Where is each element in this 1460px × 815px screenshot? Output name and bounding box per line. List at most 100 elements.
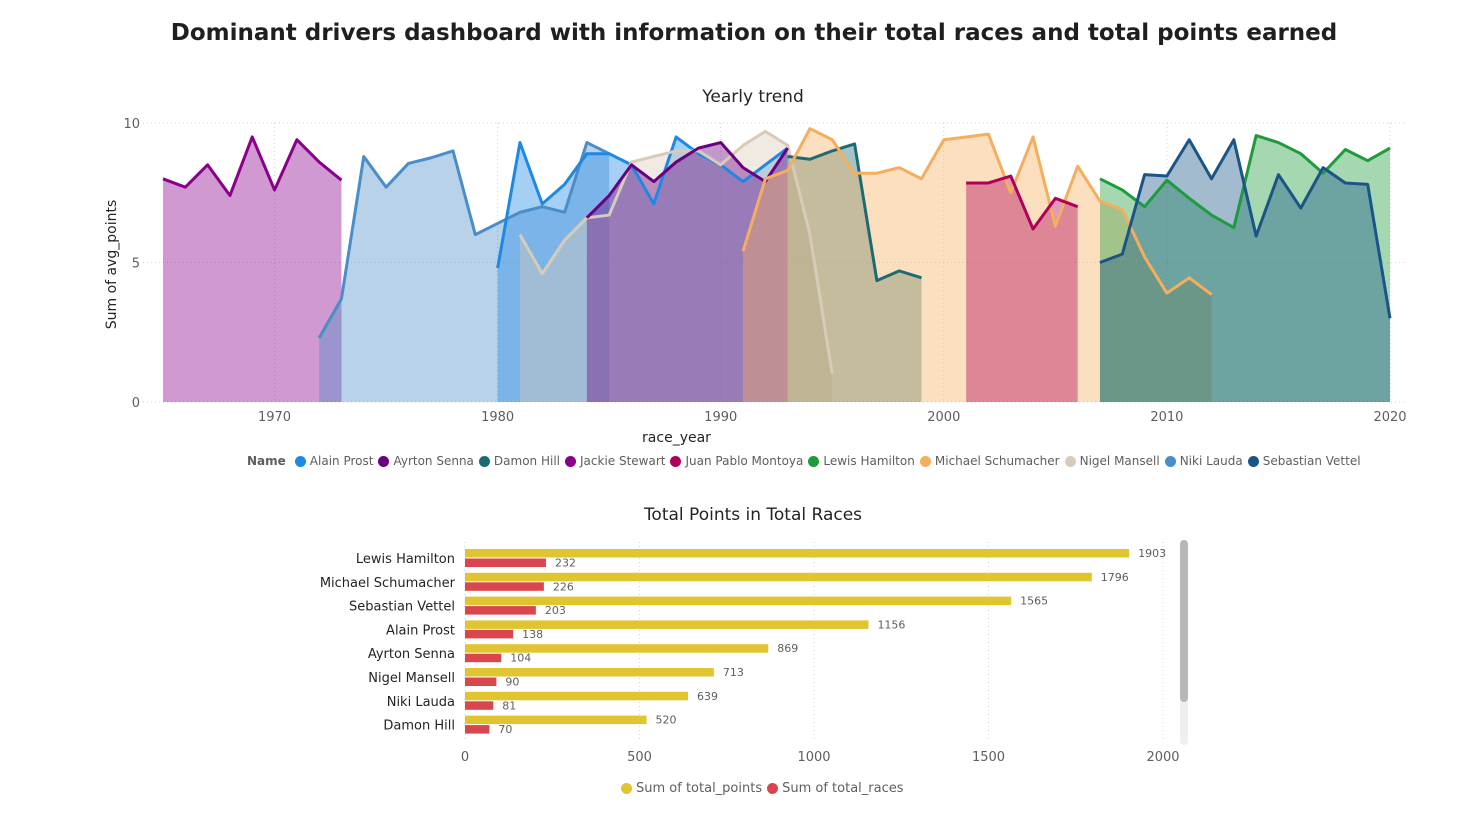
- area-chart-title: Yearly trend: [702, 87, 804, 107]
- area-chart[interactable]: 0 5 10 1970 1980 1990 2000 2010 2020 race_year Sum…: [0, 0, 1460, 450]
- bar-sum-of-total-points-michael-schumacher[interactable]: [465, 572, 1092, 582]
- area-chart-legend[interactable]: Name Alain Prost Ayrton Senna Damon Hill Ja…: [247, 454, 1366, 468]
- area-niki-lauda: [319, 142, 610, 402]
- legend-item-nigel-mansell[interactable]: Nigel Mansell: [1064, 454, 1160, 468]
- legend-label: Ayrton Senna: [393, 454, 474, 468]
- legend-item-niki-lauda[interactable]: Niki Lauda: [1164, 454, 1243, 468]
- data-label: 520: [655, 714, 676, 727]
- legend-label: Juan Pablo Montoya: [685, 454, 804, 468]
- bar-sum-of-total-races-alain-prost[interactable]: [465, 629, 514, 639]
- legend-item-sebastian-vettel[interactable]: Sebastian Vettel: [1247, 454, 1361, 468]
- legend-dot: [1064, 455, 1076, 467]
- bar-chart-title: Total Points in Total Races: [643, 505, 863, 525]
- x-tick-label: 2000: [927, 410, 960, 425]
- bar-chart-scrollbar[interactable]: [1180, 540, 1188, 745]
- legend-item-michael-schumacher[interactable]: Michael Schumacher: [919, 454, 1060, 468]
- data-label: 138: [522, 628, 543, 641]
- area-lewis-hamilton: [1099, 135, 1390, 402]
- line-ayrton-senna[interactable]: [585, 141, 789, 219]
- category-label: Alain Prost: [386, 623, 455, 638]
- bar-chart[interactable]: 0 500 1000 1500 2000 Lewis Hamilton 1903 232 Mic…: [0, 525, 1460, 815]
- x-tick-label: 500: [627, 750, 652, 765]
- legend-dot: [767, 783, 779, 794]
- bar-sum-of-total-races-niki-lauda[interactable]: [465, 701, 494, 710]
- bar-sum-of-total-points-nigel-mansell[interactable]: [465, 668, 714, 677]
- y-tick-label: 10: [123, 117, 140, 132]
- data-label: 203: [545, 604, 566, 617]
- bar-sum-of-total-races-damon-hill[interactable]: [465, 725, 490, 734]
- legend-dot: [919, 455, 931, 467]
- line-alain-prost[interactable]: [496, 135, 789, 269]
- data-label: 1796: [1101, 571, 1129, 584]
- area-juan-pablo-montoya: [966, 176, 1078, 402]
- bar-sum-of-total-points-niki-lauda[interactable]: [465, 691, 689, 701]
- legend-item-damon-hill[interactable]: Damon Hill: [478, 454, 560, 468]
- data-label: 713: [723, 666, 744, 679]
- line-juan-pablo-montoya[interactable]: [966, 174, 1079, 231]
- category-label: Ayrton Senna: [368, 647, 455, 662]
- legend-label: Sum of total_races: [782, 781, 904, 796]
- legend-label: Nigel Mansell: [1079, 454, 1160, 468]
- line-niki-lauda[interactable]: [317, 141, 610, 339]
- x-axis-title: race_year: [642, 430, 711, 446]
- legend-dot: [1247, 455, 1259, 467]
- x-tick-label: 2000: [1146, 750, 1179, 765]
- area-nigel-mansell: [519, 131, 833, 402]
- data-label: 1156: [877, 618, 905, 631]
- data-label: 81: [502, 699, 516, 712]
- bar-sum-of-total-races-sebastian-vettel[interactable]: [465, 606, 536, 615]
- legend-label: Sebastian Vettel: [1262, 454, 1361, 468]
- area-jackie-stewart: [163, 136, 342, 402]
- legend-label: Jackie Stewart: [580, 454, 666, 468]
- line-damon-hill[interactable]: [787, 142, 922, 283]
- data-label: 70: [498, 723, 512, 736]
- legend-item-lewis-hamilton[interactable]: Lewis Hamilton: [808, 454, 915, 468]
- bar-sum-of-total-points-sebastian-vettel[interactable]: [465, 596, 1012, 606]
- y-tick-label: 0: [132, 396, 140, 411]
- legend-item-ayrton-senna[interactable]: Ayrton Senna: [378, 454, 474, 468]
- bar-sum-of-total-points-damon-hill[interactable]: [465, 715, 647, 725]
- x-tick-label: 2020: [1373, 410, 1406, 425]
- x-tick-label: 1980: [481, 410, 514, 425]
- legend-item-sum-of-total-races[interactable]: Sum of total_races: [767, 781, 904, 796]
- legend-dot: [1164, 455, 1176, 467]
- bar-sum-of-total-points-ayrton-senna[interactable]: [465, 644, 769, 653]
- legend-item-sum-of-total-points[interactable]: Sum of total_points: [621, 781, 762, 796]
- bar-sum-of-total-races-michael-schumacher[interactable]: [465, 582, 544, 591]
- x-tick-label: 0: [461, 750, 469, 765]
- legend-label: Lewis Hamilton: [823, 454, 915, 468]
- x-tick-label: 1970: [258, 410, 291, 425]
- category-label: Niki Lauda: [387, 695, 455, 710]
- x-tick-label: 2010: [1150, 410, 1183, 425]
- legend-label: Damon Hill: [493, 454, 560, 468]
- category-label: Lewis Hamilton: [356, 552, 455, 567]
- bar-sum-of-total-races-lewis-hamilton[interactable]: [465, 558, 546, 568]
- scrollbar-thumb[interactable]: [1180, 540, 1188, 702]
- legend-dot: [670, 455, 682, 467]
- x-tick-label: 1500: [972, 750, 1005, 765]
- line-nigel-mansell[interactable]: [518, 129, 834, 375]
- bar-sum-of-total-points-alain-prost[interactable]: [465, 620, 869, 629]
- area-sebastian-vettel: [1099, 139, 1390, 403]
- bar-chart-legend[interactable]: Sum of total_points Sum of total_races: [621, 781, 909, 796]
- area-alain-prost: [497, 136, 788, 402]
- bar-sum-of-total-races-ayrton-senna[interactable]: [465, 653, 502, 663]
- legend-item-jackie-stewart[interactable]: Jackie Stewart: [565, 454, 665, 468]
- line-sebastian-vettel[interactable]: [1099, 138, 1392, 319]
- bar-sum-of-total-races-nigel-mansell[interactable]: [465, 677, 497, 687]
- category-label: Nigel Mansell: [368, 671, 455, 686]
- area-ayrton-senna: [586, 142, 788, 402]
- area-damon-hill: [787, 143, 922, 403]
- bar-sum-of-total-points-lewis-hamilton[interactable]: [465, 549, 1130, 558]
- legend-label: Alain Prost: [309, 454, 374, 468]
- category-label: Damon Hill: [383, 719, 455, 734]
- data-label: 1565: [1020, 595, 1048, 608]
- legend-item-juan-pablo-montoya[interactable]: Juan Pablo Montoya: [670, 454, 803, 468]
- category-label: Sebastian Vettel: [349, 600, 455, 615]
- legend-dot: [808, 455, 820, 467]
- line-michael-schumacher[interactable]: [741, 127, 1213, 296]
- dashboard-title: Dominant drivers dashboard with informat…: [170, 20, 1338, 46]
- legend-item-alain-prost[interactable]: Alain Prost: [294, 454, 374, 468]
- legend-title: Name: [247, 454, 286, 468]
- line-jackie-stewart[interactable]: [162, 135, 343, 198]
